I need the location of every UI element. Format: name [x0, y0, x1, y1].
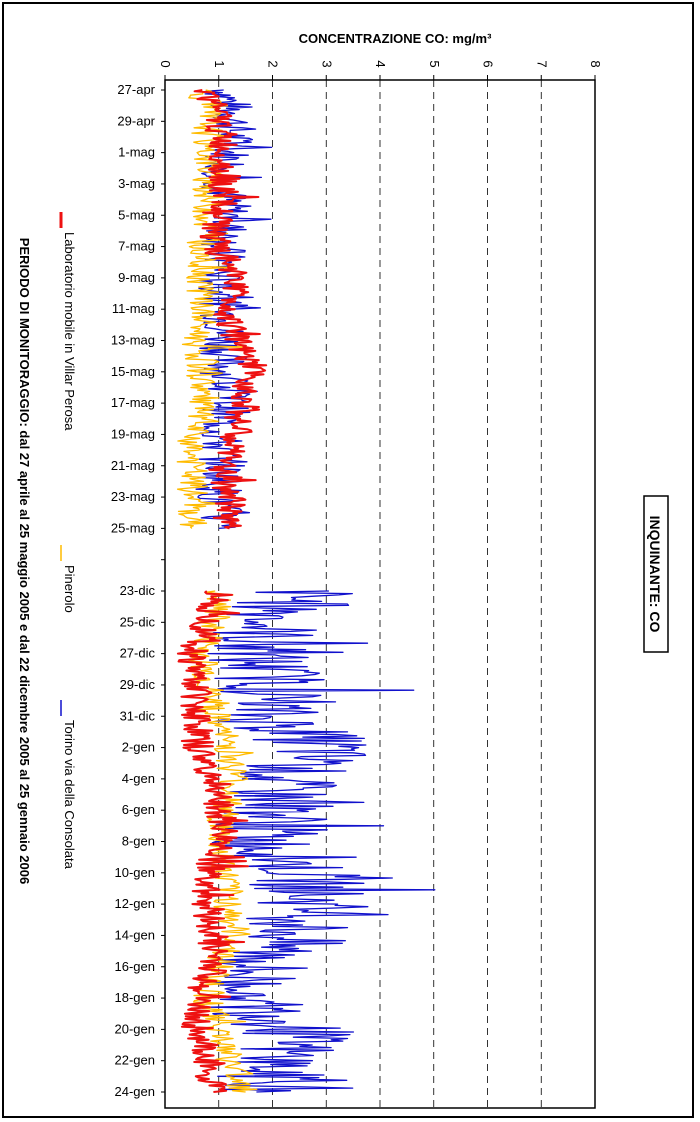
category-label-29-dic: 29-dic: [120, 677, 156, 692]
legend: Laboratorio mobile in Villar Perosa Piner…: [59, 212, 77, 870]
value-tick-6: 6: [481, 60, 496, 67]
category-label-29-apr: 29-apr: [117, 113, 155, 128]
value-tick-label: 2: [266, 60, 281, 67]
pollutant-box: INQUINANTE: CO: [643, 495, 669, 653]
category-label-17-mag: 17-mag: [111, 395, 155, 410]
series-line-0: [193, 89, 268, 530]
category-label-13-mag: 13-mag: [111, 333, 155, 348]
value-tick-8: 8: [588, 60, 603, 67]
category-label-3-mag: 3-mag: [118, 176, 155, 191]
category-label-2-gen: 2-gen: [122, 740, 155, 755]
value-tick-label: 3: [319, 60, 334, 67]
category-label-22-gen: 22-gen: [115, 1053, 155, 1068]
pollutant-box-border: [643, 495, 669, 653]
value-tick-label: 1: [212, 60, 227, 67]
legend-label-0: Laboratorio mobile in Villar Perosa: [62, 232, 77, 431]
monitoring-period: PERIODO DI MONITORAGGIO: dal 27 aprile a…: [17, 238, 32, 884]
value-tick-1: 1: [212, 60, 227, 67]
category-label-6-gen: 6-gen: [122, 802, 155, 817]
footer-group: PERIODO DI MONITORAGGIO: dal 27 aprile a…: [17, 238, 32, 884]
value-tick-label: 7: [534, 60, 549, 67]
category-label-15-mag: 15-mag: [111, 364, 155, 379]
value-tick-7: 7: [534, 60, 549, 67]
category-label-20-gen: 20-gen: [115, 1021, 155, 1036]
category-axis-ticks: 27-apr 29-apr 1-mag 3-mag 5-mag 7-mag 9-mag 11-…: [111, 82, 165, 1099]
category-label-12-gen: 12-gen: [115, 896, 155, 911]
category-label-16-gen: 16-gen: [115, 959, 155, 974]
category-label-25-mag: 25-mag: [111, 520, 155, 535]
chart-title: CONCENTRAZIONE CO: mg/m³: [299, 31, 493, 46]
category-label-19-mag: 19-mag: [111, 426, 155, 441]
value-tick-label: 6: [481, 60, 496, 67]
category-label-5-mag: 5-mag: [118, 207, 155, 222]
value-tick-3: 3: [319, 60, 334, 67]
value-tick-label: 8: [588, 60, 603, 67]
series-line-2: [206, 590, 436, 1093]
category-label-4-gen: 4-gen: [122, 771, 155, 786]
legend-item-0: Laboratorio mobile in Villar Perosa: [62, 232, 77, 431]
value-tick-2: 2: [266, 60, 281, 67]
value-tick-label: 4: [373, 60, 388, 67]
series-line-0: [176, 590, 249, 1093]
category-label-23-dic: 23-dic: [120, 583, 156, 598]
pollutant-label: INQUINANTE: CO: [647, 516, 663, 633]
category-label-24-gen: 24-gen: [115, 1084, 155, 1099]
legend-item-1: Pinerolo: [62, 565, 77, 613]
value-tick-5: 5: [427, 60, 442, 67]
category-label-9-mag: 9-mag: [118, 270, 155, 285]
category-label-14-gen: 14-gen: [115, 927, 155, 942]
category-label-11-mag: 11-mag: [112, 301, 155, 316]
series-layer: [176, 89, 436, 1093]
value-tick-0: 0: [158, 60, 173, 67]
value-axis-ticks: 0 1 2 3 4 5 6 7 8: [158, 60, 603, 80]
value-tick-4: 4: [373, 60, 388, 67]
category-label-8-gen: 8-gen: [122, 834, 155, 849]
category-label-10-gen: 10-gen: [115, 865, 155, 880]
value-tick-label: 5: [427, 60, 442, 67]
category-label-27-apr: 27-apr: [117, 82, 155, 97]
legend-item-2: Torino via della Consolata: [62, 720, 77, 870]
series-line-1: [176, 89, 249, 529]
category-label-31-dic: 31-dic: [120, 708, 156, 723]
value-tick-label: 0: [158, 60, 173, 67]
category-label-23-mag: 23-mag: [111, 489, 155, 504]
category-label-1-mag: 1-mag: [118, 145, 155, 160]
category-label-21-mag: 21-mag: [111, 458, 155, 473]
legend-label-2: Torino via della Consolata: [62, 720, 77, 870]
legend-label-1: Pinerolo: [62, 565, 77, 613]
category-label-18-gen: 18-gen: [115, 990, 155, 1005]
category-label-27-dic: 27-dic: [120, 646, 156, 661]
category-label-25-dic: 25-dic: [120, 614, 156, 629]
category-label-7-mag: 7-mag: [118, 239, 155, 254]
